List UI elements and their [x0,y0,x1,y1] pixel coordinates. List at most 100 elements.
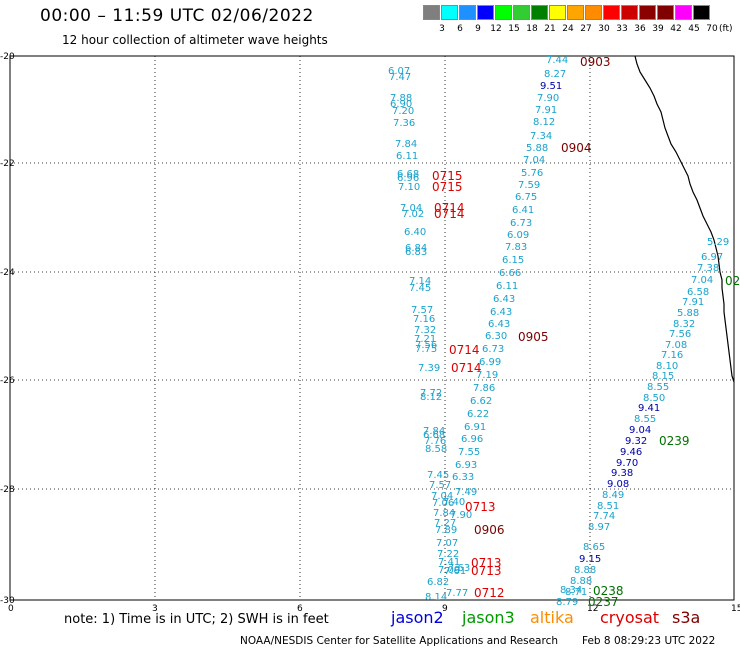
wave-height-value: 6.91 [464,422,486,433]
wave-height-value: 8.15 [652,371,674,382]
wave-height-value: 7.84 [433,508,455,519]
pass-time-label: 0237 [588,595,619,609]
wave-height-value: 7.86 [473,383,495,394]
wave-height-value: 6.99 [479,357,501,368]
wave-height-value: 7.38 [697,263,719,274]
scale-tick-label: 6 [457,24,463,34]
scale-tick-label: 21 [544,24,556,34]
wave-height-value: 8.49 [602,490,624,501]
pass-time-label: 0715 [432,169,463,183]
wave-height-value: 7.44 [546,55,568,66]
pass-time-label: 0903 [580,55,611,69]
pass-time-label: 0713 [471,564,502,578]
wave-height-value: 7.88 [390,93,412,104]
wave-height-value: 7.84 [395,139,417,150]
scale-swatch [603,5,620,20]
wave-height-value: 8.88 [574,565,596,576]
pass-time-label: 02 [725,274,740,288]
pass-time-label: 0238 [593,584,624,598]
wave-height-value: 9.70 [616,458,638,469]
map-title: 00:00 – 11:59 UTC 02/06/2022 [40,6,314,26]
y-axis-tick-label: -22 [0,159,15,169]
pass-time-label: 0905 [518,330,549,344]
wave-height-value: 6.22 [467,409,489,420]
satellite-jason3: jason3 [462,608,515,627]
wave-height-value: 7.83 [505,242,527,253]
wave-height-value: 9.51 [540,81,562,92]
wave-height-value: 7.56 [669,329,691,340]
wave-height-value: 7.07 [436,538,458,549]
pass-time-label: 0713 [471,556,502,570]
y-axis-tick-label: -20 [0,52,15,62]
scale-tick-label: 33 [616,24,628,34]
scale-tick-label: 45 [688,24,700,34]
wave-height-value: 7.74 [593,511,615,522]
y-axis-tick-label: -26 [0,376,15,386]
scale-swatch [675,5,692,20]
wave-height-value: 7.09 [438,565,460,576]
axis-labels: 0 3 6 9 12 15 -20 -22 -24 -26 -28 -30 [0,52,740,614]
wave-height-value: 6.75 [515,192,537,203]
wave-height-value: 6.43 [490,307,512,318]
wave-height-value: 6.30 [485,331,507,342]
wave-height-value: 8.79 [556,597,578,608]
scale-swatch [495,5,512,20]
scale-swatch [549,5,566,20]
wave-height-value: 9.38 [611,468,633,479]
y-axis-tick-label: -30 [0,596,15,606]
wave-height-value: 7.04 [523,155,545,166]
wave-height-value: 7.20 [392,106,414,117]
wave-height-value: 6.40 [404,227,426,238]
scale-swatch [657,5,674,20]
wave-height-value: 6.97 [701,252,723,263]
wave-height-value: 8.97 [588,522,610,533]
wave-height-value: 7.08 [665,340,687,351]
wave-height-value: 6.15 [502,255,524,266]
wave-height-value: 7.34 [530,131,552,142]
wave-height-value: 7.76 [424,436,446,447]
coastline [634,55,735,383]
wave-height-value: 7.63 [448,563,470,574]
wave-height-value: 9.08 [607,479,629,490]
scale-tick-label: 70 [706,24,718,34]
x-axis-tick-label: 12 [587,604,598,614]
scale-tick-label: 12 [490,24,502,34]
scale-tick-label: 42 [670,24,682,34]
pass-time-label: 0239 [659,434,690,448]
track-labels: 0903090407150715071407140905071407140239… [432,55,740,609]
satellite-jason2: jason2 [391,608,444,627]
wave-height-value: 7.04 [691,275,713,286]
wave-height-value: 7.32 [414,325,436,336]
wave-height-value: 6.90 [390,99,412,110]
wave-height-value: 9.46 [620,447,642,458]
wave-height-value: 6.82 [427,577,449,588]
wave-height-value: 7.57 [429,480,451,491]
wave-height-value: 8.88 [570,576,592,587]
wave-height-value: 6.68 [423,430,445,441]
wave-height-value: 6.62 [470,396,492,407]
scale-swatch [477,5,494,20]
wave-height-value: 7.36 [393,118,415,129]
wave-height-value: 7.06 [432,498,454,509]
wave-height-value: 6.58 [687,287,709,298]
wave-height-value: 6.73 [482,344,504,355]
wave-height-value: 7.57 [411,305,433,316]
wave-height-value: 7.90 [537,93,559,104]
generation-timestamp: Feb 8 08:29:23 UTC 2022 [582,635,716,647]
footer-note: note: 1) Time is in UTC; 2) SWH is in fe… [64,612,329,627]
scale-tick-label: 24 [562,24,574,34]
pass-time-label: 0713 [465,500,496,514]
wave-height-value: 5.88 [526,143,548,154]
wave-height-value: 7.16 [413,314,435,325]
scale-swatch [639,5,656,20]
scale-swatch [693,5,710,20]
scale-swatch [423,5,440,20]
wave-height-value: 7.91 [535,105,557,116]
y-axis-tick-label: -28 [0,485,15,495]
wave-height-value: 6.96 [397,173,419,184]
wave-height-value: 7.89 [435,525,457,536]
wave-height-value: 7.04 [431,491,453,502]
scale-swatch [531,5,548,20]
pass-time-label: 0715 [432,180,463,194]
wave-height-value: 7.27 [434,518,456,529]
